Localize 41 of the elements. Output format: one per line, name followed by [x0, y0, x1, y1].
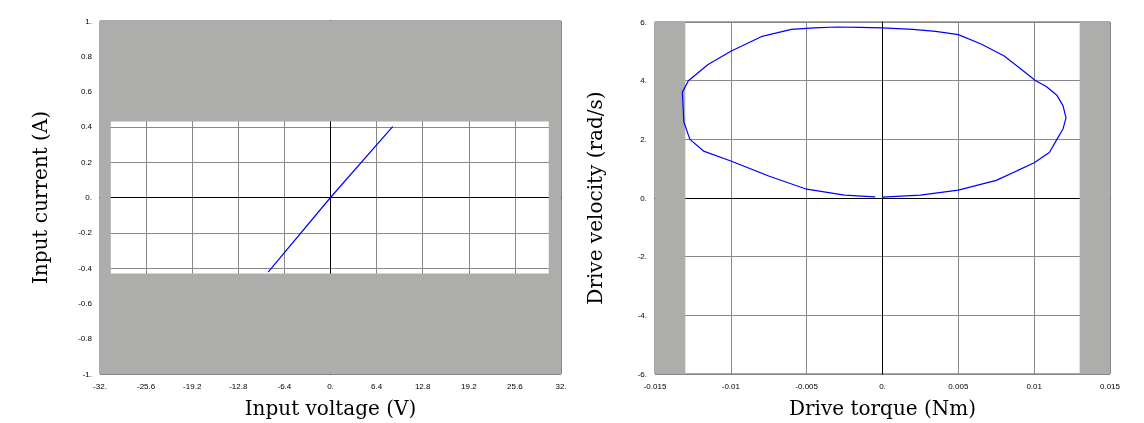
y-tick-label: 0. [85, 193, 92, 202]
y-tick-label: -0.6 [78, 298, 93, 308]
x-tick-label: 0. [327, 381, 334, 391]
x-tick-label: 0. [879, 381, 886, 391]
x-axis-title: Drive torque (Nm) [788, 396, 977, 420]
y-tick-label: 0.8 [80, 51, 93, 61]
y-tick-label: 6. [640, 17, 647, 27]
x-axis-title: Input voltage (V) [244, 396, 417, 420]
y-tick-label: -4. [637, 310, 647, 320]
y-axis-title: Drive velocity (rad/s) [583, 91, 607, 305]
y-tick-label: 0.2 [80, 157, 93, 167]
x-tick-label: -32. [93, 381, 107, 391]
x-tick-label: 6.4 [371, 381, 383, 391]
x-tick-label: -0.015 [643, 381, 667, 391]
x-tick-label: 19.2 [461, 381, 478, 391]
line-series [681, 26, 1067, 198]
y-tick-label: 0. [640, 193, 647, 203]
x-tick-label: -25.6 [136, 381, 156, 391]
y-tick-label: 4. [640, 76, 647, 86]
y-tick-label: 1. [85, 16, 92, 26]
x-tick-label: -19.2 [183, 381, 202, 391]
y-tick-label: -0.4 [78, 263, 93, 273]
x-tick-label: 0.01 [1026, 381, 1043, 391]
x-tick-label: -6.4 [277, 381, 292, 391]
x-tick-label: -0.005 [795, 381, 819, 391]
y-tick-label: 0.6 [80, 87, 93, 97]
x-tick-label: 12.8 [414, 381, 432, 391]
y-tick-label: -2. [637, 252, 647, 262]
x-tick-label: 25.6 [507, 381, 524, 391]
y-tick-label: 2. [640, 134, 647, 144]
x-tick-label: 32. [555, 381, 567, 391]
y-tick-label: 0.4 [80, 122, 93, 132]
x-tick-label: 0.005 [948, 381, 969, 391]
y-tick-label: -0.2 [78, 228, 93, 238]
y-tick-label: -6. [637, 369, 647, 379]
y-tick-label: -1. [82, 369, 92, 379]
y-tick-label: -0.8 [78, 334, 93, 344]
x-tick-label: 0.015 [1099, 381, 1121, 391]
x-tick-label: -0.01 [721, 381, 741, 391]
y-axis-title: Input current (A) [28, 110, 52, 285]
x-tick-label: -12.8 [229, 381, 248, 391]
